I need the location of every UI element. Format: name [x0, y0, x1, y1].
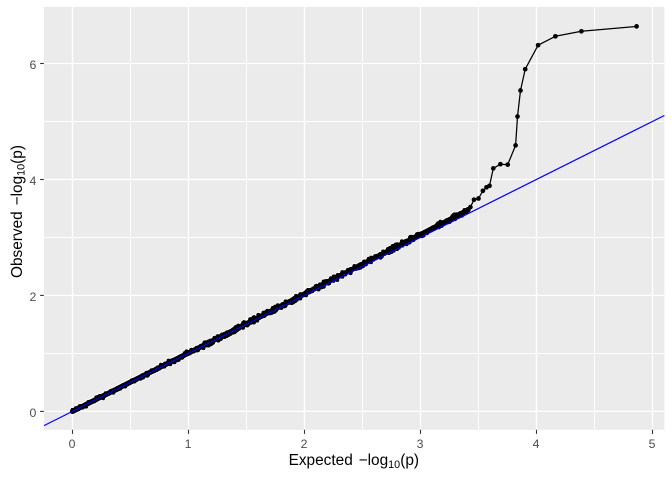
svg-text:1: 1 — [185, 437, 192, 451]
svg-text:6: 6 — [30, 58, 37, 72]
svg-text:Observed −log10(p): Observed −log10(p) — [9, 145, 28, 278]
svg-text:4: 4 — [533, 437, 540, 451]
svg-text:3: 3 — [417, 437, 424, 451]
svg-text:4: 4 — [30, 174, 37, 188]
svg-text:2: 2 — [30, 290, 37, 304]
svg-text:0: 0 — [69, 437, 76, 451]
svg-text:0: 0 — [30, 406, 37, 420]
svg-text:5: 5 — [649, 437, 656, 451]
svg-text:Expected −log10(p): Expected −log10(p) — [289, 452, 419, 471]
svg-text:2: 2 — [301, 437, 308, 451]
